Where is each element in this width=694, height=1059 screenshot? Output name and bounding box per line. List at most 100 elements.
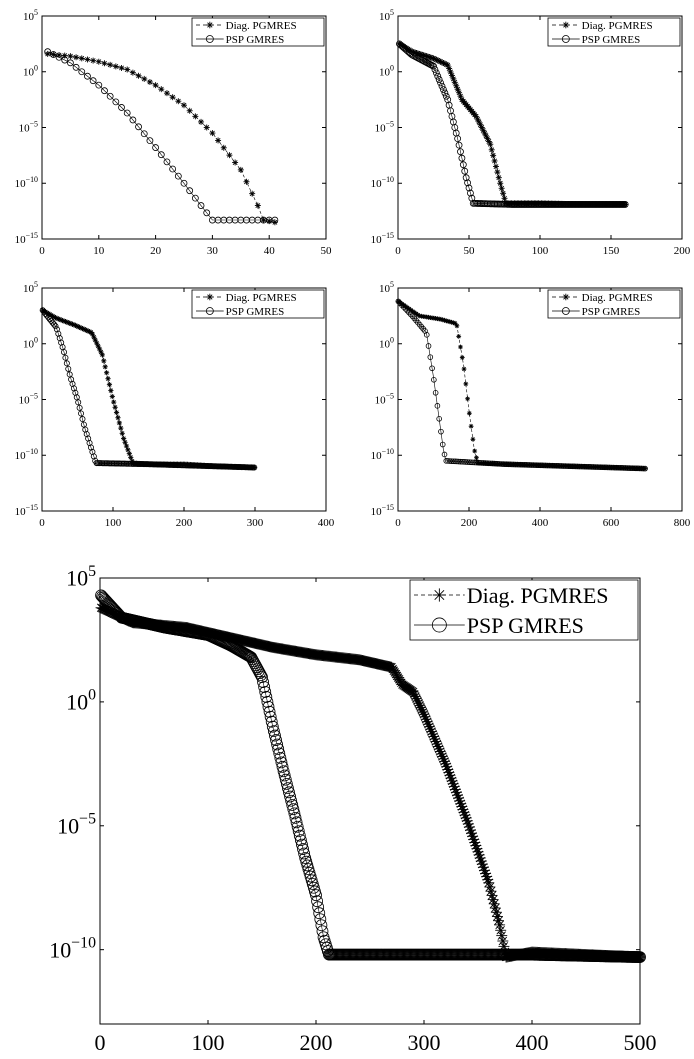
- data-point: [388, 664, 397, 674]
- data-point: [391, 669, 401, 679]
- data-point: [444, 318, 449, 323]
- data-point: [565, 463, 572, 469]
- data-point: [633, 465, 640, 472]
- data-point: [76, 404, 83, 411]
- data-point: [259, 686, 272, 698]
- data-point: [169, 165, 177, 173]
- data-point: [472, 448, 477, 454]
- data-point: [558, 463, 565, 469]
- data-point: [152, 144, 160, 151]
- data-point: [432, 390, 439, 396]
- data-point: [532, 462, 538, 468]
- data-point: [580, 463, 586, 470]
- data-point: [636, 465, 643, 472]
- data-point: [438, 428, 444, 435]
- data-point: [244, 650, 257, 663]
- data-point: [628, 465, 634, 471]
- data-point: [581, 463, 588, 470]
- series-psp-gmres: [396, 40, 629, 208]
- legend-marker: [205, 35, 214, 43]
- data-point: [503, 461, 510, 468]
- data-point: [489, 899, 499, 909]
- series-line: [100, 595, 641, 958]
- chart-panel-2: 0 50 100 150 200 105 100 10−5 10−10 10−15 Diag. PG…: [371, 8, 691, 257]
- data-point: [465, 184, 473, 192]
- data-point: [91, 334, 96, 340]
- data-point: [256, 671, 268, 684]
- data-point: [455, 86, 461, 92]
- data-point: [78, 410, 85, 417]
- data-point: [443, 458, 450, 464]
- data-point: [198, 119, 204, 125]
- data-point: [440, 86, 447, 93]
- legend-label: Diag. PGMRES: [582, 292, 653, 304]
- legend-marker: [207, 22, 213, 28]
- x-tick-label: 400: [318, 517, 335, 529]
- data-point: [262, 700, 275, 713]
- data-point: [97, 346, 102, 352]
- data-point: [119, 65, 124, 71]
- legend-marker: [563, 294, 569, 300]
- x-tick-label: 100: [532, 245, 549, 257]
- data-point: [596, 464, 602, 470]
- x-tick-label: 800: [674, 517, 691, 529]
- data-point: [576, 463, 583, 470]
- data-point: [478, 859, 487, 869]
- data-point: [562, 463, 569, 469]
- data-point: [496, 461, 503, 467]
- data-point: [105, 376, 111, 381]
- data-point: [447, 319, 452, 324]
- data-point: [467, 189, 474, 197]
- data-point: [484, 878, 494, 887]
- data-point: [525, 462, 531, 468]
- data-point: [164, 90, 170, 96]
- y-tick-label: 105: [379, 8, 394, 23]
- data-point: [124, 443, 129, 449]
- series-diag-pgmres: [44, 50, 278, 226]
- data-point: [435, 76, 443, 83]
- data-point: [493, 912, 502, 921]
- data-point: [67, 53, 73, 59]
- data-point: [108, 388, 114, 393]
- data-point: [102, 60, 107, 66]
- data-point: [465, 396, 470, 401]
- data-point: [255, 203, 261, 208]
- data-point: [265, 715, 278, 728]
- data-point: [480, 127, 486, 133]
- data-point: [473, 459, 480, 466]
- data-point: [63, 360, 70, 367]
- data-point: [491, 460, 498, 467]
- legend-marker: [207, 294, 213, 300]
- data-point: [209, 130, 215, 136]
- data-point: [49, 51, 57, 58]
- data-point: [458, 93, 463, 99]
- data-point: [454, 458, 460, 465]
- data-point: [475, 116, 480, 122]
- data-point: [590, 464, 597, 470]
- data-point: [271, 216, 279, 224]
- data-point: [187, 108, 193, 114]
- data-point: [490, 152, 496, 158]
- data-point: [197, 202, 205, 209]
- data-point: [203, 209, 211, 217]
- data-point: [454, 323, 459, 328]
- data-point: [455, 141, 463, 149]
- data-point: [117, 420, 122, 426]
- data-point: [462, 367, 467, 372]
- data-point: [638, 465, 645, 472]
- data-point: [95, 343, 101, 349]
- data-point: [473, 847, 483, 857]
- data-point: [481, 869, 490, 878]
- data-point: [313, 907, 326, 920]
- data-point: [535, 462, 542, 469]
- data-point: [497, 931, 506, 940]
- data-point: [255, 669, 267, 682]
- data-point: [512, 461, 519, 468]
- y-tick-label: 10−5: [19, 391, 38, 406]
- y-tick-label: 100: [23, 64, 38, 79]
- data-point: [394, 675, 404, 684]
- legend-box: [547, 17, 681, 47]
- y-tick-label: 10−10: [371, 175, 394, 190]
- data-point: [456, 90, 462, 96]
- data-point: [111, 399, 116, 405]
